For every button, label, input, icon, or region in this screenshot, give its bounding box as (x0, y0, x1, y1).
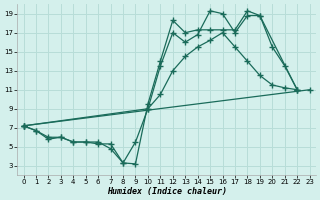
X-axis label: Humidex (Indice chaleur): Humidex (Indice chaleur) (107, 187, 227, 196)
